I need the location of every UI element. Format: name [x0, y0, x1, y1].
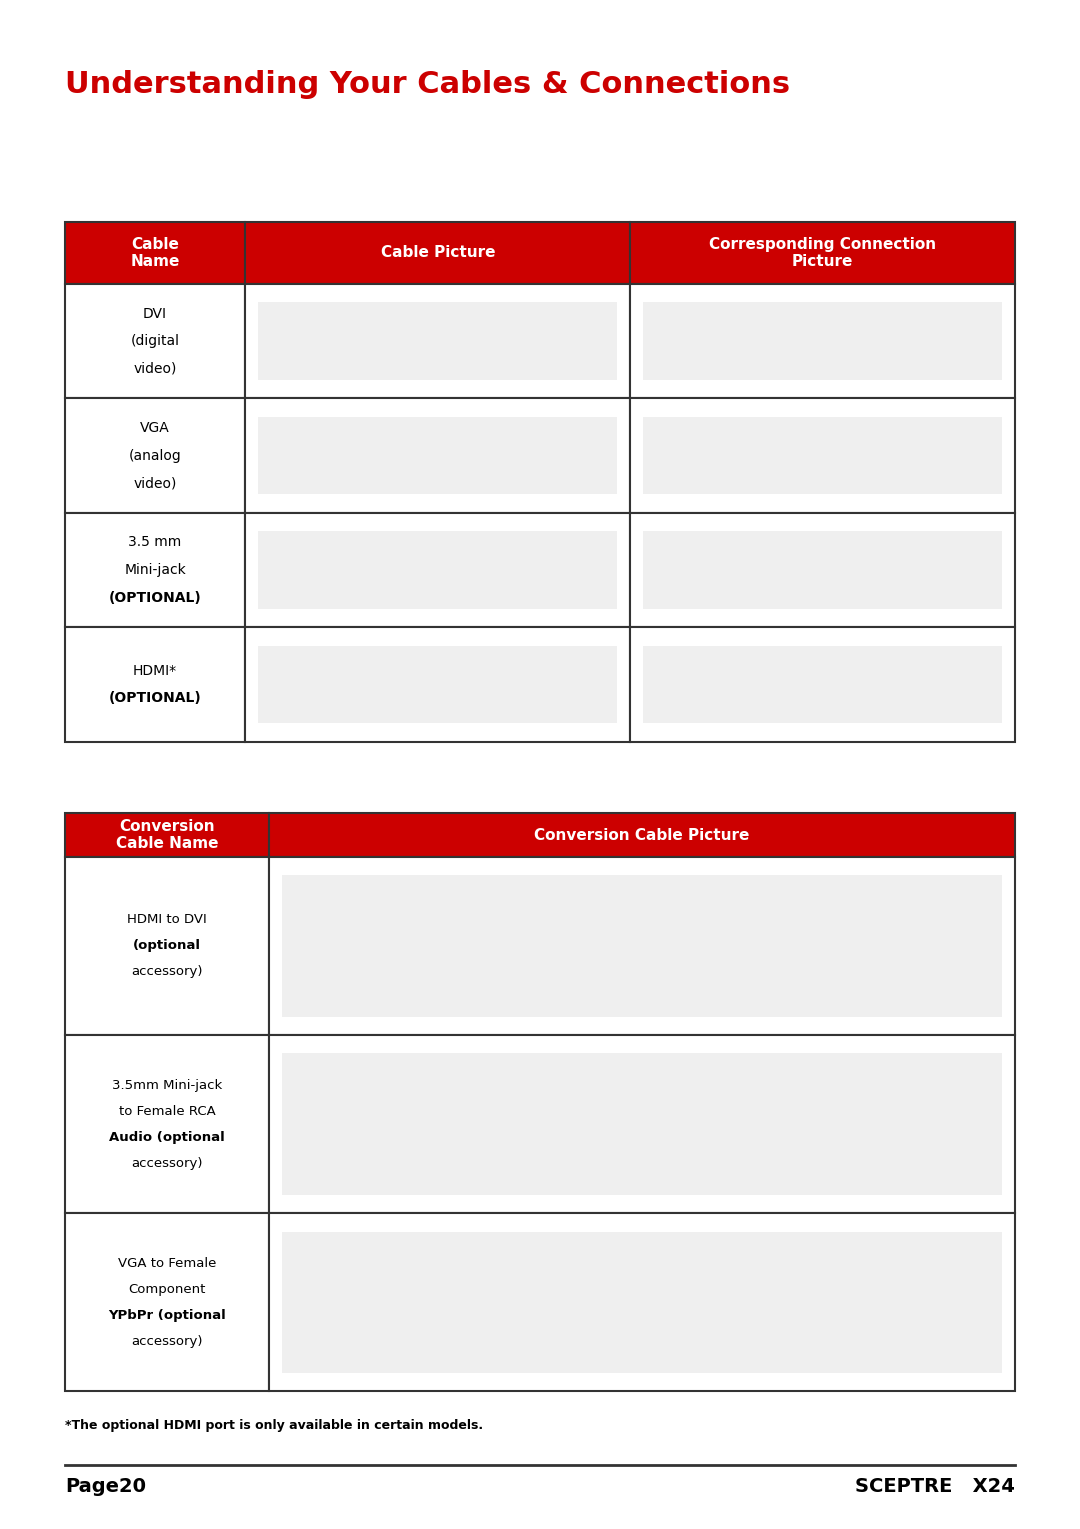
- Bar: [65, 813, 269, 856]
- Bar: [631, 512, 1015, 627]
- Text: (analog: (analog: [129, 448, 181, 463]
- Text: Component: Component: [129, 1283, 205, 1295]
- Text: *The optional HDMI port is only available in certain models.: *The optional HDMI port is only availabl…: [65, 1419, 483, 1433]
- Text: HDMI*: HDMI*: [133, 664, 177, 677]
- Text: DVI: DVI: [143, 307, 167, 321]
- Text: Mini-jack: Mini-jack: [124, 563, 186, 576]
- Text: Understanding Your Cables & Connections: Understanding Your Cables & Connections: [65, 70, 789, 99]
- Bar: [65, 627, 245, 742]
- Text: video): video): [134, 476, 177, 491]
- Text: YPbPr (optional: YPbPr (optional: [108, 1309, 226, 1321]
- Bar: [631, 284, 1015, 399]
- Bar: [644, 645, 1002, 723]
- Bar: [258, 417, 618, 494]
- Text: Audio (optional: Audio (optional: [109, 1130, 225, 1144]
- Text: VGA: VGA: [140, 420, 170, 436]
- Text: (digital: (digital: [131, 335, 179, 349]
- Text: Page20: Page20: [65, 1477, 146, 1495]
- Bar: [65, 512, 245, 627]
- Bar: [282, 875, 1002, 1017]
- Bar: [631, 627, 1015, 742]
- Text: SCEPTRE   X24: SCEPTRE X24: [855, 1477, 1015, 1495]
- Bar: [245, 399, 631, 512]
- Bar: [258, 531, 618, 609]
- Bar: [631, 399, 1015, 512]
- Bar: [65, 1212, 269, 1391]
- Text: HDMI to DVI: HDMI to DVI: [127, 913, 207, 927]
- Bar: [65, 284, 245, 399]
- Text: VGA to Female: VGA to Female: [118, 1257, 216, 1269]
- Text: Cable
Name: Cable Name: [131, 237, 179, 269]
- Text: Cable Picture: Cable Picture: [380, 245, 495, 260]
- Text: accessory): accessory): [131, 1156, 203, 1170]
- Bar: [65, 1035, 269, 1212]
- Text: accessory): accessory): [131, 965, 203, 979]
- Text: (OPTIONAL): (OPTIONAL): [109, 590, 202, 604]
- Text: to Female RCA: to Female RCA: [119, 1104, 215, 1118]
- Bar: [644, 531, 1002, 609]
- Bar: [631, 222, 1015, 284]
- Text: Conversion
Cable Name: Conversion Cable Name: [116, 820, 218, 852]
- Text: (OPTIONAL): (OPTIONAL): [109, 691, 202, 705]
- Bar: [258, 645, 618, 723]
- Bar: [258, 303, 618, 381]
- Text: video): video): [134, 362, 177, 376]
- Bar: [65, 222, 245, 284]
- Bar: [269, 1212, 1015, 1391]
- Text: accessory): accessory): [131, 1335, 203, 1347]
- Bar: [269, 856, 1015, 1035]
- Text: 3.5 mm: 3.5 mm: [129, 535, 181, 549]
- Bar: [282, 1053, 1002, 1194]
- Bar: [644, 303, 1002, 381]
- Bar: [269, 813, 1015, 856]
- Bar: [269, 1035, 1015, 1212]
- Bar: [245, 284, 631, 399]
- Bar: [282, 1231, 1002, 1373]
- Text: 3.5mm Mini-jack: 3.5mm Mini-jack: [112, 1078, 222, 1092]
- Bar: [65, 856, 269, 1035]
- Text: (optional: (optional: [133, 939, 201, 953]
- Bar: [644, 417, 1002, 494]
- Bar: [65, 399, 245, 512]
- Bar: [245, 222, 631, 284]
- Text: Conversion Cable Picture: Conversion Cable Picture: [535, 827, 750, 842]
- Bar: [245, 512, 631, 627]
- Text: Corresponding Connection
Picture: Corresponding Connection Picture: [710, 237, 936, 269]
- Bar: [245, 627, 631, 742]
